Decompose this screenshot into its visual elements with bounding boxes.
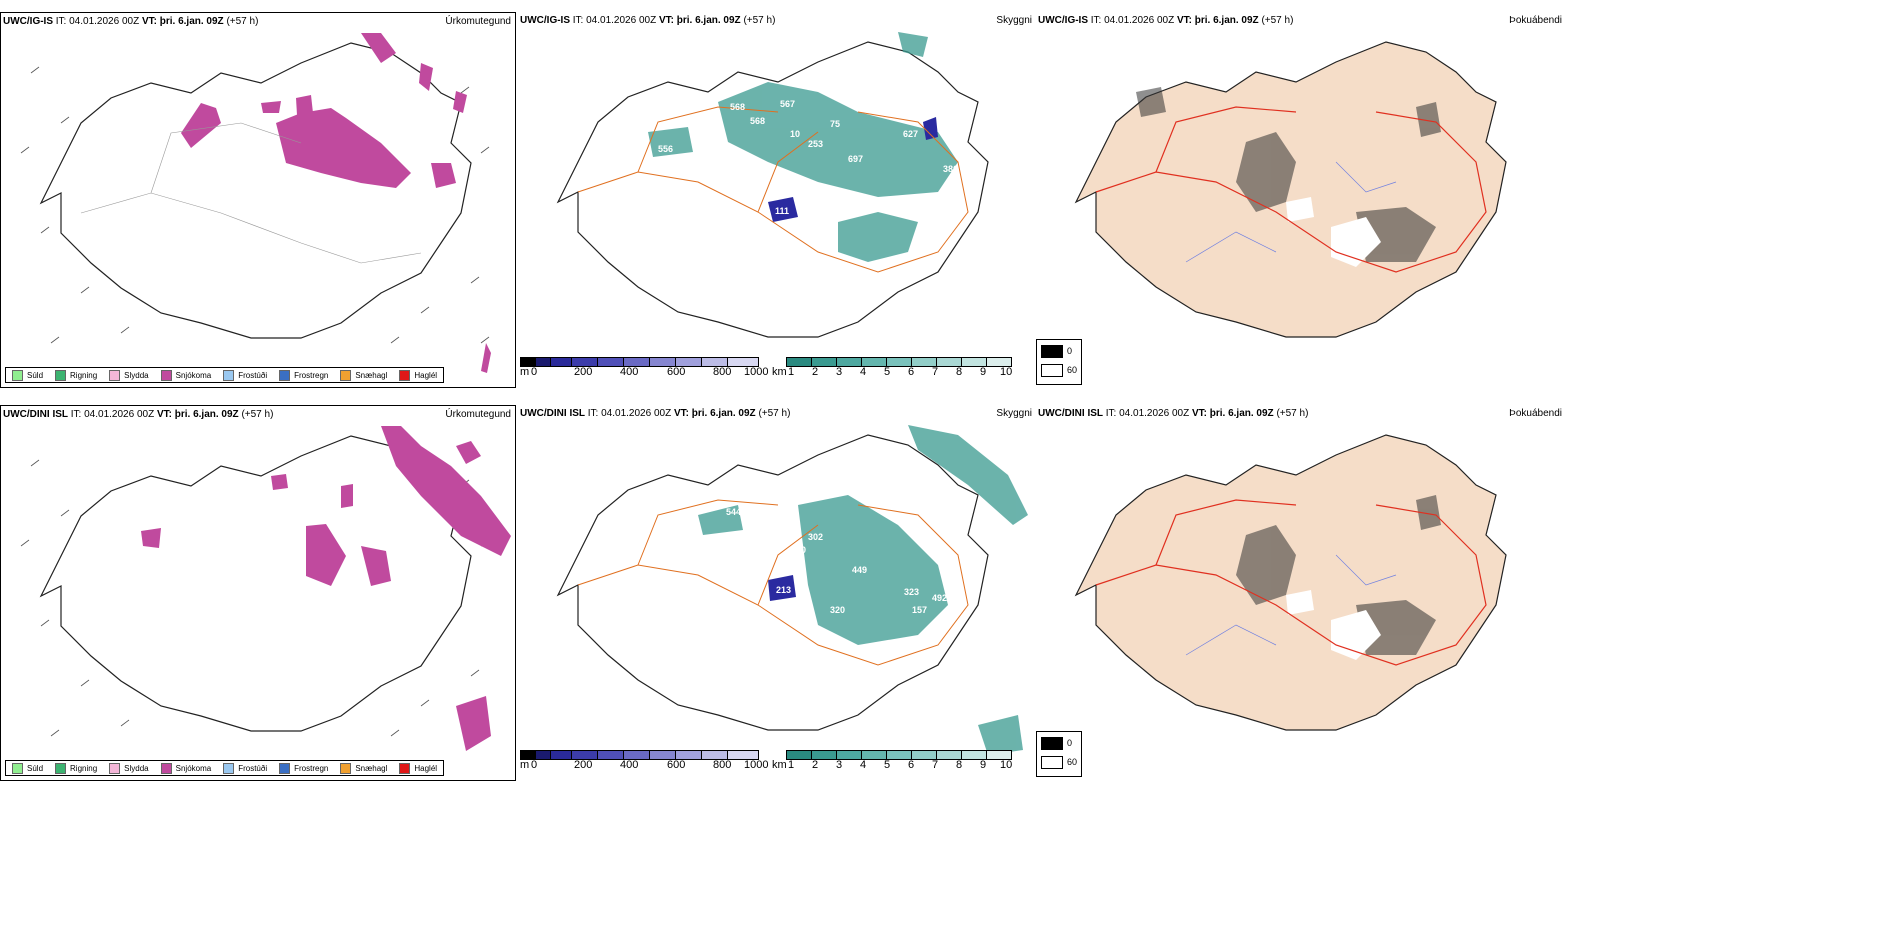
roads bbox=[577, 106, 969, 273]
precip-panel-bottom: UWC/DINI ISL IT: 04.01.2026 00Z VT: þri.… bbox=[0, 405, 516, 781]
cloud-label: 253 bbox=[808, 139, 823, 149]
panel-title: Skyggni bbox=[996, 408, 1032, 419]
header-top-fog: UWC/IG-IS IT: 04.01.2026 00Z VT: þri. 6.… bbox=[1038, 15, 1294, 26]
precip-panel-top: UWC/IG-IS IT: 04.01.2026 00Z VT: þri. 6.… bbox=[0, 12, 516, 388]
fog-legend-bottom: 0 60 bbox=[1036, 731, 1082, 777]
cloud-label: 20 bbox=[796, 545, 806, 555]
visibility-colorbar: km 1 2 3 4 5 6 7 8 9 10 bbox=[772, 357, 1036, 378]
cloud-label: 492 bbox=[932, 593, 947, 603]
panel-title: Þokuábendi bbox=[1509, 15, 1562, 26]
ceiling-areas bbox=[768, 575, 796, 601]
fog-map-top bbox=[1074, 41, 1507, 338]
cloud-label: 302 bbox=[808, 532, 823, 542]
fog-legend-top: 0 60 bbox=[1036, 339, 1082, 385]
cloud-label: 320 bbox=[830, 605, 845, 615]
ceiling-colorbar: m 0 200 400 600 800 1000 bbox=[520, 750, 770, 771]
cloud-map-bottom: 544 302 20 449 323 492 157 320 213 bbox=[556, 425, 1028, 755]
cloud-label: 449 bbox=[852, 565, 867, 575]
legend-item: Frostregn bbox=[273, 369, 334, 381]
roads bbox=[1095, 106, 1487, 273]
legend-item: Slydda bbox=[103, 369, 154, 381]
cloud-label: 53 bbox=[700, 132, 710, 142]
legend-item: Haglél bbox=[393, 762, 443, 774]
visibility-areas bbox=[698, 425, 1028, 755]
cloud-label: 556 bbox=[658, 144, 673, 154]
ceiling-colorbar: m 0 200 400 600 800 1000 bbox=[520, 357, 770, 378]
cloud-label: 386 bbox=[943, 164, 958, 174]
legend-item: Snjókoma bbox=[155, 762, 218, 774]
visibility-colorbar: km 1 2 3 4 5 6 7 8 9 10 bbox=[772, 750, 1036, 771]
legend-item: Rigning bbox=[49, 369, 103, 381]
rivers bbox=[1185, 161, 1397, 263]
precip-legend: Súld Rigning Slydda Snjókoma Frostúði Fr… bbox=[5, 760, 445, 776]
precip-map-bottom bbox=[20, 426, 511, 751]
ceiling-areas bbox=[768, 117, 938, 222]
cloud-label: 323 bbox=[904, 587, 919, 597]
snow-areas bbox=[141, 426, 511, 751]
cloud-map-top: 568 568 567 10 253 75 627 697 386 111 55… bbox=[556, 32, 989, 338]
fog-shading bbox=[1236, 495, 1441, 655]
visibility-areas bbox=[648, 32, 958, 262]
cloud-label: 75 bbox=[830, 119, 840, 129]
fog-map-bottom bbox=[1074, 434, 1507, 731]
legend-item: Súld bbox=[6, 762, 49, 774]
fog-panel-bottom: UWC/DINI ISL IT: 04.01.2026 00Z VT: þri.… bbox=[1036, 405, 1562, 781]
cloud-label: 157 bbox=[912, 605, 927, 615]
cloud-panel-bottom: 544 302 20 449 323 492 157 320 213 UWC/D… bbox=[518, 405, 1034, 781]
cloud-label: 627 bbox=[903, 129, 918, 139]
snow-areas bbox=[181, 33, 491, 373]
legend-item: Snæhagl bbox=[334, 762, 393, 774]
cloud-label: 544 bbox=[726, 507, 741, 517]
roads bbox=[577, 499, 969, 666]
cloud-panel-top: 568 568 567 10 253 75 627 697 386 111 55… bbox=[518, 12, 1034, 388]
cloud-label: 567 bbox=[780, 99, 795, 109]
cloud-value-labels: 568 568 567 10 253 75 627 697 386 111 55… bbox=[658, 99, 958, 216]
cloud-label: 111 bbox=[775, 206, 789, 216]
cloud-label: 213 bbox=[776, 585, 791, 595]
panel-title: Skyggni bbox=[996, 15, 1032, 26]
roads bbox=[1095, 499, 1487, 666]
legend-item: Snæhagl bbox=[334, 369, 393, 381]
header-bottom-cloud: UWC/DINI ISL IT: 04.01.2026 00Z VT: þri.… bbox=[520, 408, 791, 419]
rivers bbox=[1185, 554, 1397, 656]
iceland-outline bbox=[39, 42, 472, 339]
legend-item: Súld bbox=[6, 369, 49, 381]
cloud-label: 568 bbox=[730, 102, 745, 112]
panel-title: Úrkomutegund bbox=[445, 16, 511, 27]
cloud-value-labels: 544 302 20 449 323 492 157 320 213 bbox=[726, 507, 947, 615]
legend-item: Rigning bbox=[49, 762, 103, 774]
fog-panel-top: UWC/IG-IS IT: 04.01.2026 00Z VT: þri. 6.… bbox=[1036, 12, 1562, 388]
roads bbox=[80, 122, 422, 264]
header-bottom-precip: UWC/DINI ISL IT: 04.01.2026 00Z VT: þri.… bbox=[3, 409, 274, 420]
precip-map-top bbox=[20, 33, 491, 373]
header-top-precip: UWC/IG-IS IT: 04.01.2026 00Z VT: þri. 6.… bbox=[3, 16, 259, 27]
iceland-outline bbox=[1074, 434, 1507, 731]
iceland-outline bbox=[39, 435, 472, 732]
legend-item: Haglél bbox=[393, 369, 443, 381]
iceland-outline bbox=[1074, 41, 1507, 338]
cloud-label: 697 bbox=[848, 154, 863, 164]
header-top-cloud: UWC/IG-IS IT: 04.01.2026 00Z VT: þri. 6.… bbox=[520, 15, 776, 26]
legend-item: Slydda bbox=[103, 762, 154, 774]
header-bottom-fog: UWC/DINI ISL IT: 04.01.2026 00Z VT: þri.… bbox=[1038, 408, 1309, 419]
legend-item: Frostregn bbox=[273, 762, 334, 774]
panel-title: Þokuábendi bbox=[1509, 408, 1562, 419]
fog-shading bbox=[1136, 87, 1441, 262]
panel-title: Úrkomutegund bbox=[445, 409, 511, 420]
legend-item: Snjókoma bbox=[155, 369, 218, 381]
legend-item: Frostúði bbox=[217, 369, 273, 381]
precip-legend: Súld Rigning Slydda Snjókoma Frostúði Fr… bbox=[5, 367, 445, 383]
cloud-label: 10 bbox=[790, 129, 800, 139]
cloud-label: 568 bbox=[750, 116, 765, 126]
legend-item: Frostúði bbox=[217, 762, 273, 774]
